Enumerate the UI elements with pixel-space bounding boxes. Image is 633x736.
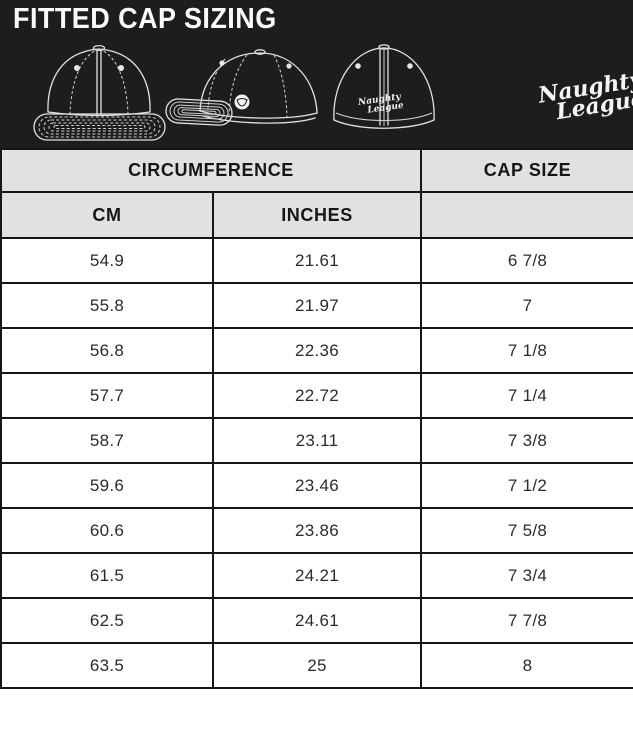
cap-size-cell: 7 7/8 [420, 597, 633, 644]
inches-cell: 22.72 [212, 372, 422, 419]
side-logo-patch [234, 94, 250, 110]
table-row: 60.6 23.86 7 5/8 [0, 507, 633, 554]
cm-cell: 62.5 [0, 597, 214, 644]
eyelet-right [118, 65, 124, 71]
cm-cell: 59.6 [0, 462, 214, 509]
table-row: 57.7 22.72 7 1/4 [0, 372, 633, 419]
cap-size-cell: 7 3/8 [420, 417, 633, 464]
eyelet-left [219, 60, 225, 66]
table-row: 61.5 24.21 7 3/4 [0, 552, 633, 599]
inches-cell: 25 [212, 642, 422, 689]
cm-column-header: CM [0, 191, 214, 239]
cap-size-cell: 7 1/4 [420, 372, 633, 419]
inches-cell: 24.61 [212, 597, 422, 644]
cm-cell: 55.8 [0, 282, 214, 329]
inches-cell: 22.36 [212, 327, 422, 374]
inches-cell: 24.21 [212, 552, 422, 599]
eyelet-right [407, 63, 413, 69]
cap-size-cell: 7 1/8 [420, 327, 633, 374]
eyelet-right [286, 63, 292, 69]
table-row: 63.5 25 8 [0, 642, 633, 689]
page-title: FITTED CAP SIZING [13, 3, 277, 35]
eyelet-left [355, 63, 361, 69]
table-row: 54.9 21.61 6 7/8 [0, 237, 633, 284]
cm-cell: 56.8 [0, 327, 214, 374]
inches-cell: 23.86 [212, 507, 422, 554]
table-row: 55.8 21.97 7 [0, 282, 633, 329]
inches-cell: 21.97 [212, 282, 422, 329]
cap-size-cell: 8 [420, 642, 633, 689]
circumference-header: CIRCUMFERENCE [0, 148, 422, 193]
cm-cell: 58.7 [0, 417, 214, 464]
cap-size-header: CAP SIZE [420, 148, 633, 193]
cm-cell: 63.5 [0, 642, 214, 689]
cap-size-cell: 7 [420, 282, 633, 329]
table-row: 59.6 23.46 7 1/2 [0, 462, 633, 509]
cap-size-cell: 7 1/2 [420, 462, 633, 509]
cm-cell: 60.6 [0, 507, 214, 554]
sub-header-row: CM INCHES [0, 191, 633, 239]
inches-column-header: INCHES [212, 191, 422, 239]
cap-front-illustration [33, 44, 166, 141]
inches-cell: 21.61 [212, 237, 422, 284]
sizing-table: CIRCUMFERENCE CAP SIZE CM INCHES 54.9 21… [0, 148, 633, 689]
group-header-row: CIRCUMFERENCE CAP SIZE [0, 148, 633, 193]
cap-side-illustration [165, 49, 318, 126]
cm-cell: 61.5 [0, 552, 214, 599]
eyelet-left [74, 65, 80, 71]
header-banner: FITTED CAP SIZING [0, 0, 633, 148]
table-row: 62.5 24.61 7 7/8 [0, 597, 633, 644]
brand-logo: Naughty League [537, 67, 633, 126]
table-row: 56.8 22.36 7 1/8 [0, 327, 633, 374]
cap-size-cell: 7 3/4 [420, 552, 633, 599]
cm-cell: 57.7 [0, 372, 214, 419]
table-row: 58.7 23.11 7 3/8 [0, 417, 633, 464]
cap-size-cell: 6 7/8 [420, 237, 633, 284]
cap-size-cell: 7 5/8 [420, 507, 633, 554]
inches-cell: 23.11 [212, 417, 422, 464]
cap-size-empty-subheader [420, 191, 633, 239]
inches-cell: 23.46 [212, 462, 422, 509]
cm-cell: 54.9 [0, 237, 214, 284]
cap-back-illustration: Naughty League [333, 44, 435, 129]
